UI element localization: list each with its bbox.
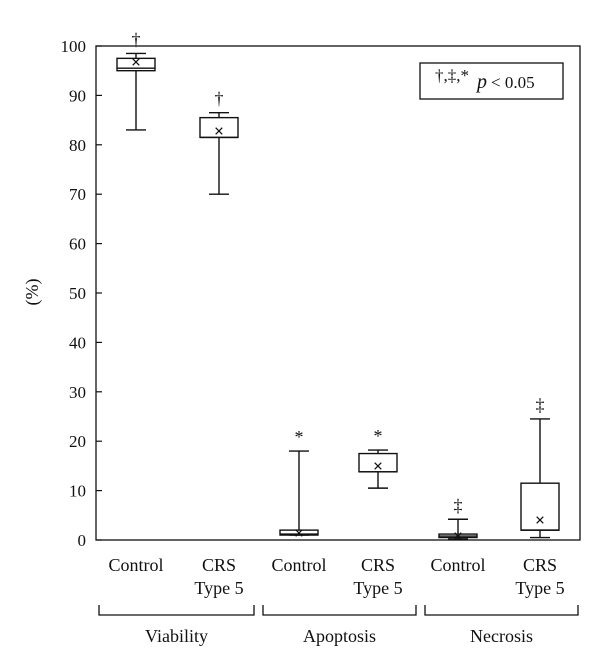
iqr-box: [520, 482, 560, 531]
category-label: Control: [430, 555, 485, 575]
significance-marker: †: [215, 89, 224, 109]
category-label: Type 5: [353, 578, 402, 598]
legend-threshold: < 0.05: [491, 73, 535, 92]
category-label: Control: [108, 555, 163, 575]
box-series: ×†×†×*×*×‡×‡: [116, 29, 560, 546]
significance-marker: ‡: [536, 395, 545, 415]
box-1: ×†: [116, 29, 156, 131]
group-bracket: [262, 605, 417, 616]
legend-p: p: [475, 71, 487, 93]
legend: †,‡,* p < 0.05: [419, 62, 564, 100]
box-3: ×*: [279, 427, 319, 543]
axes: 0 10 20 30 40 50 60 70 80 90 100: [61, 37, 581, 550]
y-tick-label: 0: [78, 531, 87, 550]
group-brackets: Viability Apoptosis Necrosis: [98, 605, 579, 646]
category-label: Control: [271, 555, 326, 575]
mean-marker: ×: [453, 526, 463, 546]
y-axis-label: (%): [22, 279, 43, 306]
mean-marker: ×: [535, 510, 545, 530]
y-tick-label: 100: [61, 37, 87, 56]
box-4: ×*: [358, 426, 398, 489]
group-label: Viability: [145, 626, 208, 646]
group-bracket: [424, 605, 579, 616]
category-label: CRS: [202, 555, 236, 575]
y-tick-label: 20: [69, 432, 86, 451]
box-5: ×‡: [438, 495, 478, 546]
mean-marker: ×: [131, 52, 141, 72]
y-tick-label: 80: [69, 136, 86, 155]
significance-marker: *: [295, 427, 304, 447]
box-2: ×†: [199, 89, 239, 195]
category-label: Type 5: [194, 578, 243, 598]
y-tick-label: 60: [69, 235, 86, 254]
y-tick-label: 90: [69, 86, 86, 105]
group-bracket: [98, 605, 255, 616]
y-tick-label: 10: [69, 482, 86, 501]
category-label: CRS: [361, 555, 395, 575]
plot-frame: [95, 45, 581, 541]
category-label: Type 5: [515, 578, 564, 598]
category-label: CRS: [523, 555, 557, 575]
significance-marker: †: [132, 29, 141, 49]
y-tick-label: 50: [69, 284, 86, 303]
mean-marker: ×: [214, 121, 224, 141]
y-tick-label: 70: [69, 185, 86, 204]
x-axis-labels: Control CRS Type 5 Control CRS Type 5 Control C…: [108, 555, 564, 598]
significance-marker: *: [374, 426, 383, 446]
mean-marker: ×: [294, 523, 304, 543]
legend-box: [419, 62, 564, 100]
mean-marker: ×: [373, 456, 383, 476]
box-6: ×‡: [520, 395, 560, 539]
y-tick-label: 30: [69, 383, 86, 402]
group-label: Necrosis: [470, 626, 533, 646]
iqr-box: [279, 529, 319, 536]
y-tick-label: 40: [69, 333, 86, 352]
legend-text: †,‡,* p < 0.05: [435, 66, 535, 93]
legend-symbols: †,‡,*: [435, 66, 469, 85]
group-label: Apoptosis: [303, 626, 376, 646]
significance-marker: ‡: [454, 495, 463, 515]
